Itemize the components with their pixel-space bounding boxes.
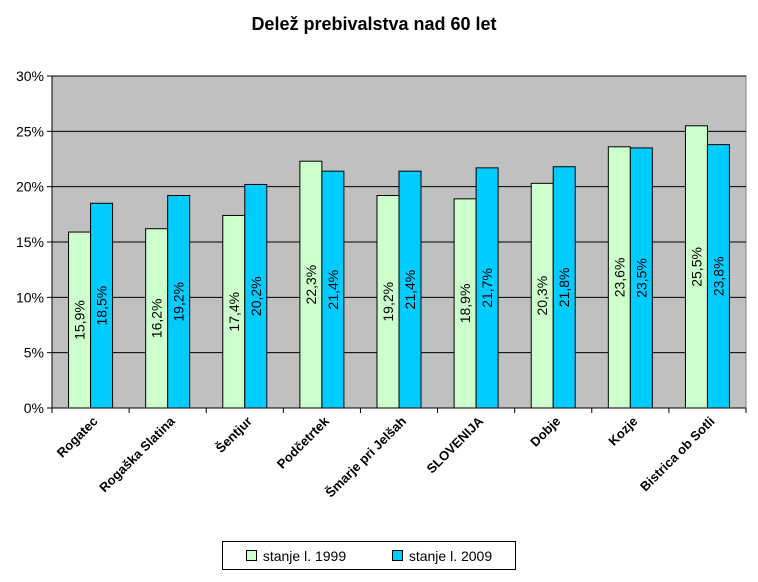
legend-swatch-1999 — [245, 550, 257, 561]
x-tick-label: SLOVENIJA — [424, 413, 487, 476]
x-tick-label: Šentjur — [213, 414, 255, 456]
legend-label-1999: stanje l. 1999 — [262, 547, 347, 564]
data-label: 19,2% — [171, 282, 187, 322]
data-label: 21,4% — [402, 270, 418, 310]
data-label: 19,2% — [380, 282, 396, 322]
y-tick-label: 20% — [16, 179, 44, 195]
y-tick-label: 10% — [16, 289, 44, 305]
data-label: 17,4% — [226, 292, 242, 332]
bar-2009 — [244, 183, 268, 409]
data-label: 23,6% — [611, 258, 627, 298]
bar-2009 — [706, 144, 730, 409]
x-tick-label: Rogatec — [54, 414, 101, 461]
data-label: 21,8% — [556, 268, 572, 308]
bar-2009 — [398, 170, 422, 409]
data-label: 20,3% — [534, 276, 550, 316]
data-label: 25,5% — [688, 247, 704, 287]
y-tick-label: 0% — [24, 400, 44, 416]
x-tick-label: Podčetrtek — [274, 413, 333, 472]
data-label: 23,5% — [633, 258, 649, 298]
data-label: 18,9% — [457, 284, 473, 324]
legend: stanje l. 1999 stanje l. 2009 — [222, 541, 516, 570]
bar-2009 — [475, 167, 499, 409]
x-tick-label: Rogaška Slatina — [96, 413, 178, 495]
legend-swatch-2009 — [391, 550, 403, 561]
x-tick-label: Kozje — [605, 414, 640, 449]
data-label: 16,2% — [149, 299, 165, 339]
x-tick-label: Dobje — [527, 414, 563, 450]
legend-item-1999: stanje l. 1999 — [245, 547, 347, 564]
x-tick-label: Šmarje pri Jelšah — [322, 413, 409, 500]
data-label: 23,8% — [710, 256, 726, 296]
data-label: 21,7% — [479, 268, 495, 308]
y-tick-label: 15% — [16, 234, 44, 250]
data-label: 20,2% — [248, 276, 264, 316]
y-tick-label: 30% — [16, 68, 44, 84]
data-label: 21,4% — [325, 270, 341, 310]
bar-2009 — [321, 170, 345, 409]
data-label: 18,5% — [94, 286, 110, 326]
legend-label-2009: stanje l. 2009 — [408, 547, 493, 564]
bar-2009 — [629, 147, 653, 409]
y-tick-label: 25% — [16, 123, 44, 139]
data-label: 22,3% — [303, 265, 319, 305]
bar-2009 — [90, 202, 114, 409]
bar-2009 — [552, 166, 576, 409]
x-tick-label: Bistrica ob Sotli — [637, 414, 718, 495]
data-label: 15,9% — [72, 300, 88, 340]
legend-item-2009: stanje l. 2009 — [391, 547, 493, 564]
bar-2009 — [167, 195, 191, 409]
y-tick-label: 5% — [24, 345, 44, 361]
chart-title: Delež prebivalstva nad 60 let — [251, 14, 496, 34]
